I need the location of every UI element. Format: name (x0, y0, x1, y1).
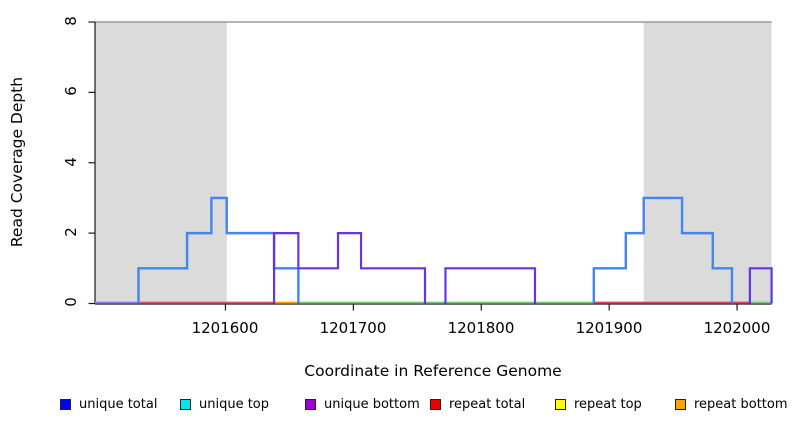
legend-label: repeat top (574, 397, 642, 412)
legend-item-repeat-bottom: repeat bottom (675, 397, 788, 412)
legend-label: repeat bottom (694, 397, 788, 412)
y-tick-label-0: 0 (62, 297, 80, 307)
legend-label: unique top (199, 397, 270, 412)
series-line-unique-top (273, 267, 300, 304)
y-tick-label-8: 8 (62, 16, 80, 26)
x-tick-label-1201600: 1201600 (191, 319, 259, 337)
legend-label: repeat total (449, 397, 526, 412)
repeat-bottom-swatch-icon (675, 399, 686, 410)
shaded-region (643, 22, 772, 304)
y-axis-title: Read Coverage Depth (8, 76, 26, 248)
legend-item-unique-bottom: unique bottom (305, 397, 420, 412)
x-tick-label-1201800: 1201800 (447, 319, 515, 337)
y-tick-label-4: 4 (62, 157, 80, 167)
legend-item-unique-top: unique top (180, 397, 269, 412)
unique-total-swatch-icon (60, 399, 71, 410)
x-tick-label-1202000: 1202000 (703, 319, 771, 337)
series-line-unique-bottom (272, 232, 773, 304)
x-axis-title: Coordinate in Reference Genome (304, 362, 562, 380)
legend-label: unique bottom (324, 397, 420, 412)
legend-label: unique total (79, 397, 158, 412)
legend-item-unique-total: unique total (60, 397, 157, 412)
series-line-unique-total (137, 196, 734, 304)
repeat-top-swatch-icon (555, 399, 566, 410)
shaded-region (95, 22, 227, 304)
unique-top-swatch-icon (180, 399, 191, 410)
y-tick-label-6: 6 (62, 86, 80, 96)
unique-bottom-swatch-icon (305, 399, 316, 410)
legend-item-repeat-total: repeat total (430, 397, 525, 412)
legend-item-repeat-top: repeat top (555, 397, 642, 412)
x-tick-label-1201900: 1201900 (575, 319, 643, 337)
y-tick-label-2: 2 (62, 227, 80, 237)
x-tick-label-1201700: 1201700 (319, 319, 387, 337)
repeat-total-swatch-icon (430, 399, 441, 410)
